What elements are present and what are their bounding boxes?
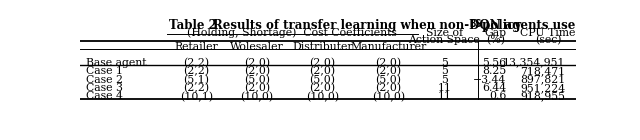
Text: (2,0): (2,0) <box>310 66 335 76</box>
Text: Results of transfer learning when non-DQN agents use: Results of transfer learning when non-DQ… <box>213 19 580 32</box>
Text: (2,0): (2,0) <box>310 58 335 68</box>
Text: Gap: Gap <box>484 28 506 38</box>
Text: (2,0): (2,0) <box>376 66 401 76</box>
Text: (2,2): (2,2) <box>183 83 209 93</box>
Text: −3.44: −3.44 <box>473 74 506 85</box>
Text: Case 1: Case 1 <box>86 66 123 76</box>
Text: 718,471: 718,471 <box>520 66 565 76</box>
Text: 11: 11 <box>437 92 451 102</box>
Text: Size of: Size of <box>426 28 463 38</box>
Text: 5: 5 <box>441 66 448 76</box>
Text: (5,0): (5,0) <box>376 74 401 85</box>
Text: (10,0): (10,0) <box>372 92 405 102</box>
Text: 5.56: 5.56 <box>482 58 506 68</box>
Text: (Holding, Shortage)  Cost Coefficients: (Holding, Shortage) Cost Coefficients <box>188 28 397 38</box>
Text: Base agent: Base agent <box>86 58 147 68</box>
Text: Distributer: Distributer <box>292 42 353 52</box>
Text: (2,0): (2,0) <box>310 83 335 93</box>
Text: (2,0): (2,0) <box>244 58 270 68</box>
Text: Retailer: Retailer <box>174 42 218 52</box>
Text: (2,2): (2,2) <box>183 66 209 76</box>
Text: (2,0): (2,0) <box>244 83 270 93</box>
Text: 6.44: 6.44 <box>482 83 506 93</box>
Text: Wolesaler: Wolesaler <box>230 42 284 52</box>
Text: 5: 5 <box>441 58 448 68</box>
Text: Action Space: Action Space <box>408 34 480 45</box>
Text: (2,2): (2,2) <box>183 58 209 68</box>
Text: 897,821: 897,821 <box>520 74 565 85</box>
Text: (2,0): (2,0) <box>376 58 401 68</box>
Text: 13,354,951: 13,354,951 <box>502 58 565 68</box>
Text: (%): (%) <box>486 34 505 45</box>
Text: 8.25: 8.25 <box>482 66 506 76</box>
Text: (10,1): (10,1) <box>180 92 213 102</box>
Text: Case 3: Case 3 <box>86 83 123 93</box>
Text: Case 2: Case 2 <box>86 74 123 85</box>
Text: 918,955: 918,955 <box>520 92 565 102</box>
Text: (sec): (sec) <box>535 34 561 45</box>
Text: (10,0): (10,0) <box>306 92 339 102</box>
Text: CPU Time: CPU Time <box>520 28 576 38</box>
Text: BS: BS <box>469 19 481 29</box>
Text: Case 4: Case 4 <box>86 92 123 102</box>
Text: (5,1): (5,1) <box>183 74 209 85</box>
Text: 951,224: 951,224 <box>520 83 565 93</box>
Text: (5,0): (5,0) <box>310 74 335 85</box>
Text: 11: 11 <box>437 83 451 93</box>
Text: (10,0): (10,0) <box>240 92 273 102</box>
Text: 5: 5 <box>441 74 448 85</box>
Text: (2,0): (2,0) <box>244 66 270 76</box>
Text: 0.6: 0.6 <box>489 92 506 102</box>
Text: (2,0): (2,0) <box>376 83 401 93</box>
Text: policy: policy <box>478 19 522 32</box>
Text: Manufacturer: Manufacturer <box>350 42 427 52</box>
Text: Table 2: Table 2 <box>169 19 217 32</box>
Text: (5,0): (5,0) <box>244 74 269 85</box>
